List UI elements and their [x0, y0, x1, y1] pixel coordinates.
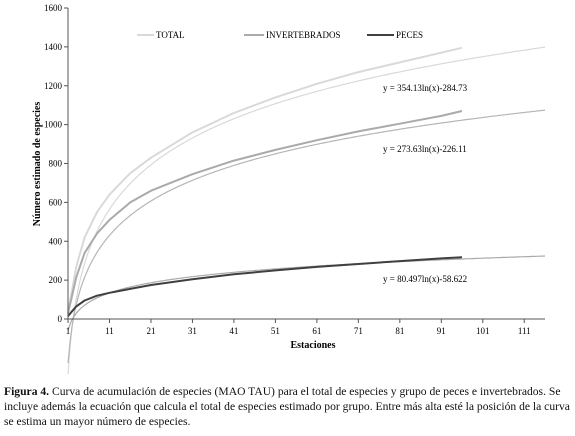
trendline-0	[67, 46, 546, 375]
x-tick-label: 21	[146, 326, 155, 336]
trendlines	[67, 46, 546, 375]
legend-label-peces: PECES	[396, 30, 423, 40]
figure-caption-label: Figura 4.	[4, 385, 50, 398]
x-tick-label: 71	[354, 326, 363, 336]
x-tick-label: 81	[395, 326, 404, 336]
series-line-total	[67, 46, 463, 312]
trendline-equation-invertebrados: y = 273.63ln(x)-226.11	[383, 144, 467, 154]
y-axis-label: Número estimado de especies	[32, 102, 43, 227]
y-tick-label: 400	[49, 236, 63, 246]
y-tick-label: 600	[49, 197, 63, 207]
x-tick-label: 41	[229, 326, 238, 336]
figure-caption: Figura 4. Curva de acumulación de especi…	[4, 384, 572, 429]
trendline-equation-total: y = 354.13ln(x)-284.73	[383, 83, 468, 93]
legend: TOTAL INVERTEBRADOS PECES	[137, 30, 423, 40]
x-tick-label: 101	[476, 326, 490, 336]
x-tick-label: 31	[188, 326, 197, 336]
x-tick-label: 91	[437, 326, 446, 336]
trendline-equation-peces: y = 80.497ln(x)-58.622	[383, 274, 467, 284]
y-tick-label: 1200	[44, 81, 63, 91]
series-line-invertebrados	[67, 110, 463, 314]
trendline-2	[67, 255, 546, 331]
x-tick-label: 11	[105, 326, 114, 336]
x-tick-label: 61	[312, 326, 321, 336]
y-tick-label: 800	[49, 159, 63, 169]
figure-caption-text: Curva de acumulación de especies (MAO TA…	[4, 385, 570, 428]
series-lines	[67, 46, 463, 317]
legend-label-invertebrados: INVERTEBRADOS	[266, 30, 340, 40]
y-tick-label: 1600	[44, 3, 63, 13]
legend-label-total: TOTAL	[156, 30, 185, 40]
labels: Estaciones Número estimado de especies y…	[32, 83, 468, 351]
y-tick-label: 0	[58, 314, 63, 324]
x-tick-label: 111	[518, 326, 531, 336]
axes	[67, 8, 545, 320]
trendline-1	[67, 109, 546, 364]
y-tick-label: 1400	[44, 42, 63, 52]
series-line-peces	[67, 256, 463, 317]
x-tick-label: 1	[66, 326, 71, 336]
x-tick-label: 51	[271, 326, 280, 336]
y-tick-label: 1000	[44, 120, 63, 130]
y-tick-label: 200	[49, 275, 63, 285]
x-axis-label: Estaciones	[291, 340, 336, 351]
